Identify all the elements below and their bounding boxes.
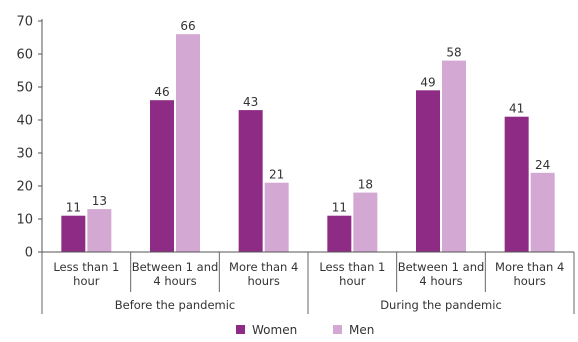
value-label: 11 (332, 201, 347, 215)
y-tick-label: 30 (16, 147, 33, 162)
group-label: Before the pandemic (115, 298, 236, 312)
y-tick-label: 50 (16, 81, 33, 96)
value-label: 46 (154, 85, 169, 99)
bar-women (238, 110, 263, 252)
legend-label-men: Men (349, 323, 374, 337)
bar-men (353, 192, 378, 252)
category-label: hour (339, 274, 366, 288)
y-tick-label: 60 (16, 48, 33, 63)
category-label: Less than 1 (319, 260, 385, 274)
bar-men (530, 172, 555, 252)
bar-women (327, 215, 352, 252)
value-label: 13 (92, 194, 107, 208)
category-label: More than 4 (495, 260, 564, 274)
category-label: 4 hours (153, 274, 196, 288)
category-label: Between 1 and (398, 260, 485, 274)
y-axis: 0 10 20 30 40 50 60 70 (16, 15, 43, 261)
category-label: hour (73, 274, 100, 288)
y-tick-label: 40 (16, 114, 33, 129)
value-label: 66 (180, 19, 195, 33)
category-label: Between 1 and (132, 260, 219, 274)
value-label: 43 (243, 95, 258, 109)
group-label: During the pandemic (380, 298, 502, 312)
value-label: 58 (446, 46, 461, 60)
bar-men (442, 60, 466, 252)
bar-women (416, 90, 440, 252)
value-label: 24 (535, 158, 550, 172)
bars: 11 13 46 66 43 21 11 18 49 58 41 24 (61, 19, 555, 253)
value-label: 41 (509, 102, 524, 116)
bar-women (504, 116, 529, 252)
y-tick-label: 0 (25, 246, 33, 261)
value-label: 18 (358, 178, 373, 192)
bar-men (264, 182, 289, 252)
legend-swatch-men (333, 325, 342, 334)
category-label: hours (513, 274, 545, 288)
y-tick-label: 70 (16, 15, 33, 30)
bar-women (150, 100, 174, 252)
bar-men (176, 34, 200, 253)
legend: Women Men (236, 323, 374, 337)
legend-swatch-women (236, 325, 245, 334)
y-tick-label: 20 (16, 180, 33, 195)
legend-label-women: Women (252, 323, 297, 337)
value-label: 11 (66, 201, 81, 215)
category-label: Less than 1 (53, 260, 119, 274)
category-label: More than 4 (229, 260, 298, 274)
category-label: hours (247, 274, 279, 288)
y-tick-label: 10 (16, 213, 33, 228)
category-label: 4 hours (419, 274, 462, 288)
value-label: 21 (269, 168, 284, 182)
bar-women (61, 215, 86, 252)
value-label: 49 (420, 75, 435, 89)
bar-men (87, 209, 112, 252)
